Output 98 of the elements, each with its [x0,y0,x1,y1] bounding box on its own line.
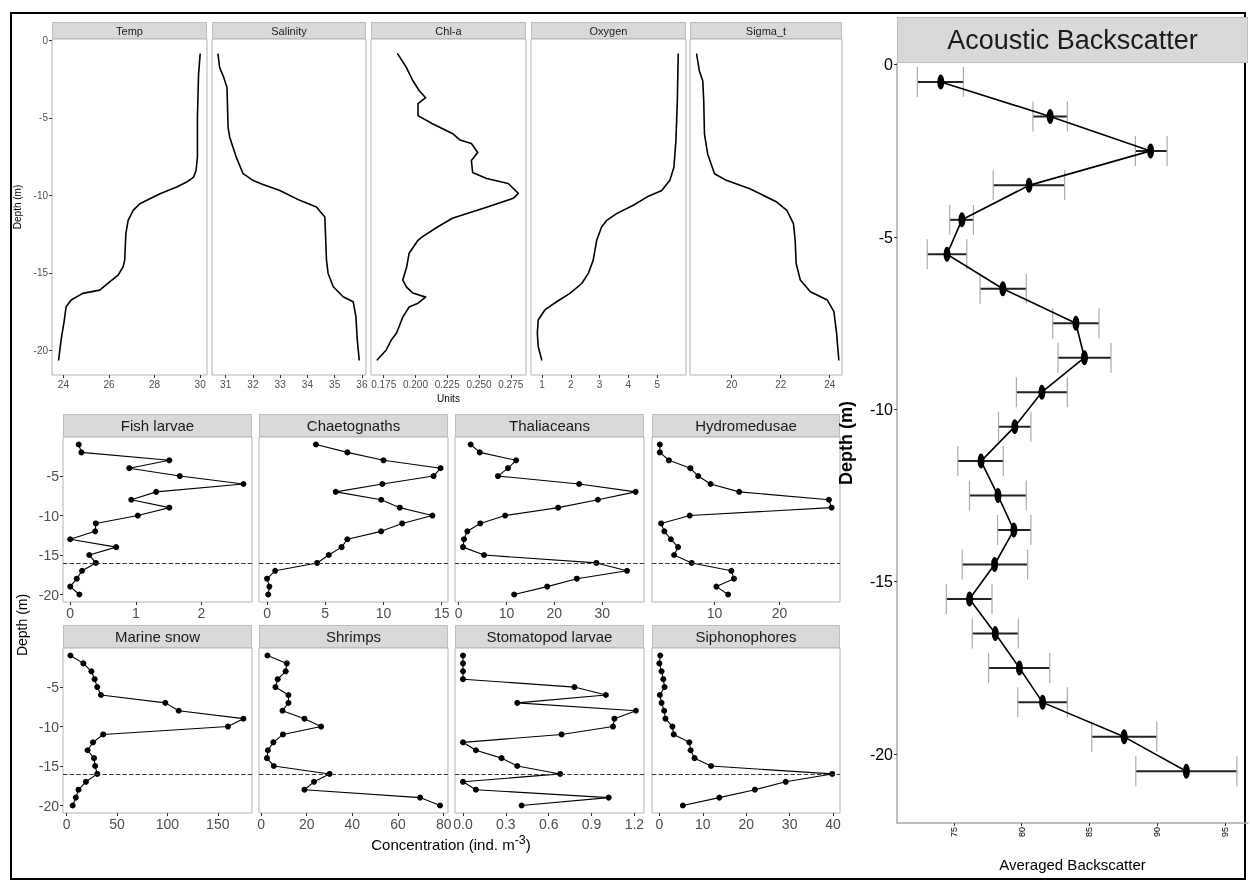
x-tick-label: 1 [539,378,546,390]
x-tick-label: 3 [596,378,603,390]
y-tick-label: -5 [46,468,60,485]
y-tick-label: -15 [38,547,60,564]
chart-title: Shrimps [259,625,448,648]
y-tick-label: -10 [33,189,49,201]
x-tick-label: 80 [435,816,452,832]
x-tick-label: 20 [771,605,788,621]
x-tick-label: 0.9 [581,816,602,832]
x-tick-label: 0.200 [402,378,429,390]
y-tick-label: 0 [884,56,894,74]
x-tick-label: 0.6 [538,816,559,832]
x-tick-label: 5 [321,605,330,621]
x-tick-label: 1 [131,605,140,621]
x-tick-label: 0.225 [434,378,461,390]
chart-title: Fish larvae [63,414,252,437]
chart-title: Chl-a [371,22,526,39]
x-tick-label: 2 [197,605,206,621]
x-tick-label: 150 [206,816,230,832]
chart-title: Temp [52,22,207,39]
x-tick-label: 0 [62,816,71,832]
x-tick-label: 15 [433,605,450,621]
y-tick-label: -15 [33,267,49,279]
x-tick-label: 0.250 [466,378,492,390]
x-tick-label: 80 [1016,827,1027,838]
y-axis-title: Depth (m) [12,184,24,230]
x-tick-label: 35 [329,378,341,390]
chart-title: Salinity [212,22,366,39]
x-tick-label: 0.175 [371,378,397,390]
x-tick-label: 4 [625,378,632,390]
x-tick-label: 34 [301,378,314,390]
x-tick-label: 20 [298,816,315,832]
x-tick-label: 26 [103,378,115,390]
chart-title: Thaliaceans [455,414,644,437]
chart-title: Hydromedusae [695,417,797,434]
chart-title: Siphonophores [652,625,840,648]
x-tick-label: 30 [781,816,798,832]
x-tick-label: 5 [654,378,661,390]
x-tick-label: 22 [775,378,787,390]
x-tick-label: 0 [257,816,266,832]
x-tick-label: 10 [695,816,711,832]
x-tick-label: 31 [220,378,232,390]
x-tick-label: 30 [594,605,611,621]
chart-title: Marine snow [63,625,252,648]
x-tick-label: 60 [390,816,407,832]
x-tick-label: 36 [356,378,368,390]
x-tick-label: 90 [1152,827,1163,838]
x-tick-label: 0 [263,605,272,621]
chart-title: Sigma_t [690,22,842,39]
x-tick-label: 28 [149,378,161,390]
y-tick-label: -20 [38,797,60,814]
y-tick-label: -10 [869,400,894,418]
chart-title: Acoustic Backscatter [897,17,1248,63]
y-tick-label: -15 [869,573,894,591]
x-tick-label: 32 [247,378,259,390]
y-tick-label: -10 [38,507,60,524]
x-tick-label: 0.275 [498,378,524,390]
y-tick-label: -5 [878,228,894,246]
x-axis-title: Units [437,393,460,405]
x-tick-label: 40 [344,816,361,832]
chart-title: Stomatopod larvae [455,625,644,648]
x-tick-label: 20 [546,605,563,621]
y-tick-label: -10 [38,718,60,735]
x-tick-label: 75 [948,827,959,838]
chart-title: Chaetognaths [259,414,448,437]
y-tick-label: -5 [46,679,60,696]
y-axis-title: Depth (m) [836,401,856,485]
y-tick-label: -20 [869,745,894,763]
x-tick-label: 24 [57,378,70,390]
y-tick-label: -15 [38,758,60,775]
x-tick-label: 0.0 [453,816,473,832]
x-tick-label: 50 [109,816,126,832]
y-tick-label: 0 [42,35,49,47]
x-tick-label: 85 [1084,827,1095,838]
x-tick-label: 1.2 [624,816,645,832]
y-tick-label: -5 [39,112,49,124]
x-tick-label: 20 [738,816,755,832]
x-tick-label: 0 [66,605,75,621]
x-tick-label: 33 [274,378,287,390]
x-tick-label: 100 [155,816,180,832]
x-tick-label: 30 [194,378,207,390]
y-axis-title: Depth (m) [14,593,30,657]
x-tick-label: 0.3 [496,816,516,832]
x-tick-label: 24 [824,378,836,390]
x-axis-title: Averaged Backscatter [999,856,1146,873]
chart-title: Oxygen [531,22,686,39]
y-tick-label: -20 [38,586,60,603]
x-tick-label: 0 [454,605,463,621]
x-tick-label: 10 [706,605,723,621]
x-tick-label: 10 [498,605,515,621]
x-tick-label: 2 [567,378,574,390]
y-tick-label: -20 [33,344,49,356]
x-tick-label: 40 [825,816,842,832]
x-axis-title: Concentration (ind. m$^{-3}$) [371,833,531,853]
x-tick-label: 20 [726,378,738,390]
x-tick-label: 95 [1219,827,1230,838]
x-tick-label: 0 [655,816,664,832]
x-tick-label: 10 [375,605,392,621]
